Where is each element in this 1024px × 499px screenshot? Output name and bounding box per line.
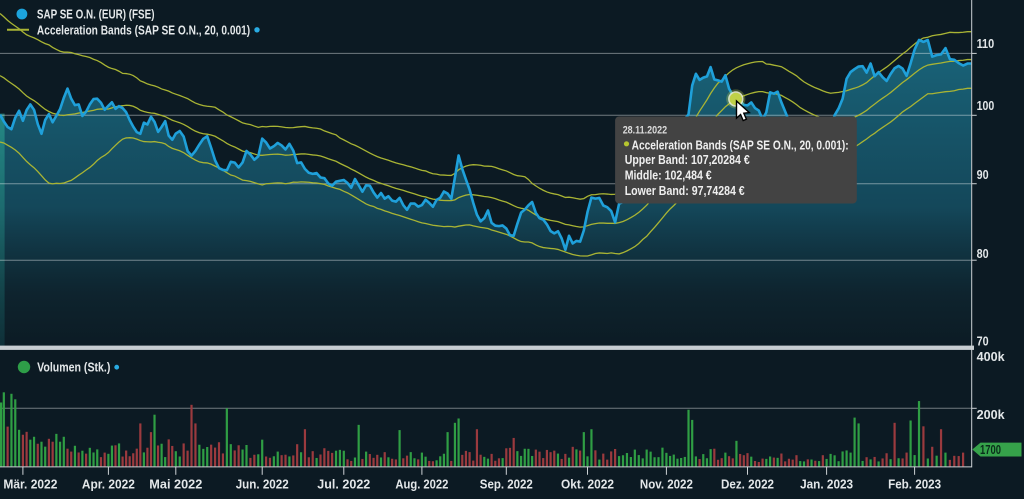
svg-text:Jul. 2022: Jul. 2022 — [317, 477, 370, 491]
svg-text:Feb. 2023: Feb. 2023 — [888, 477, 941, 491]
svg-text:110: 110 — [977, 37, 995, 51]
svg-text:Acceleration Bands (SAP SE O.N: Acceleration Bands (SAP SE O.N., 20, 0.0… — [37, 23, 250, 37]
svg-text:Jan. 2023: Jan. 2023 — [800, 477, 853, 491]
svg-text:Nov. 2022: Nov. 2022 — [640, 477, 693, 491]
svg-text:Volumen (Stk.): Volumen (Stk.) — [37, 361, 110, 375]
svg-text:80: 80 — [977, 247, 989, 261]
svg-text:SAP SE O.N. (EUR) (FSE): SAP SE O.N. (EUR) (FSE) — [37, 8, 155, 22]
svg-text:70: 70 — [977, 335, 989, 349]
svg-text:400k: 400k — [977, 350, 1005, 364]
svg-text:200k: 200k — [977, 408, 1005, 422]
svg-text:28.11.2022: 28.11.2022 — [623, 125, 667, 137]
svg-text:Mär. 2022: Mär. 2022 — [3, 477, 57, 491]
svg-text:Acceleration Bands (SAP SE O.N: Acceleration Bands (SAP SE O.N., 20, 0.0… — [632, 137, 849, 152]
svg-text:1700: 1700 — [980, 443, 1001, 457]
svg-text:Lower Band: 97,74284 €: Lower Band: 97,74284 € — [625, 183, 745, 198]
svg-text:100: 100 — [977, 99, 995, 113]
svg-text:Middle: 102,484 €: Middle: 102,484 € — [625, 167, 712, 182]
svg-text:Upper Band: 107,20284 €: Upper Band: 107,20284 € — [625, 152, 750, 167]
svg-text:Sep. 2022: Sep. 2022 — [480, 477, 533, 491]
svg-text:Apr. 2022: Apr. 2022 — [82, 477, 135, 491]
svg-text:Dez. 2022: Dez. 2022 — [721, 477, 774, 491]
svg-text:90: 90 — [977, 168, 989, 182]
svg-text:Mai 2022: Mai 2022 — [149, 477, 202, 491]
svg-text:Aug. 2022: Aug. 2022 — [395, 477, 448, 491]
svg-text:Okt. 2022: Okt. 2022 — [561, 477, 614, 491]
svg-text:Jun. 2022: Jun. 2022 — [236, 477, 289, 491]
